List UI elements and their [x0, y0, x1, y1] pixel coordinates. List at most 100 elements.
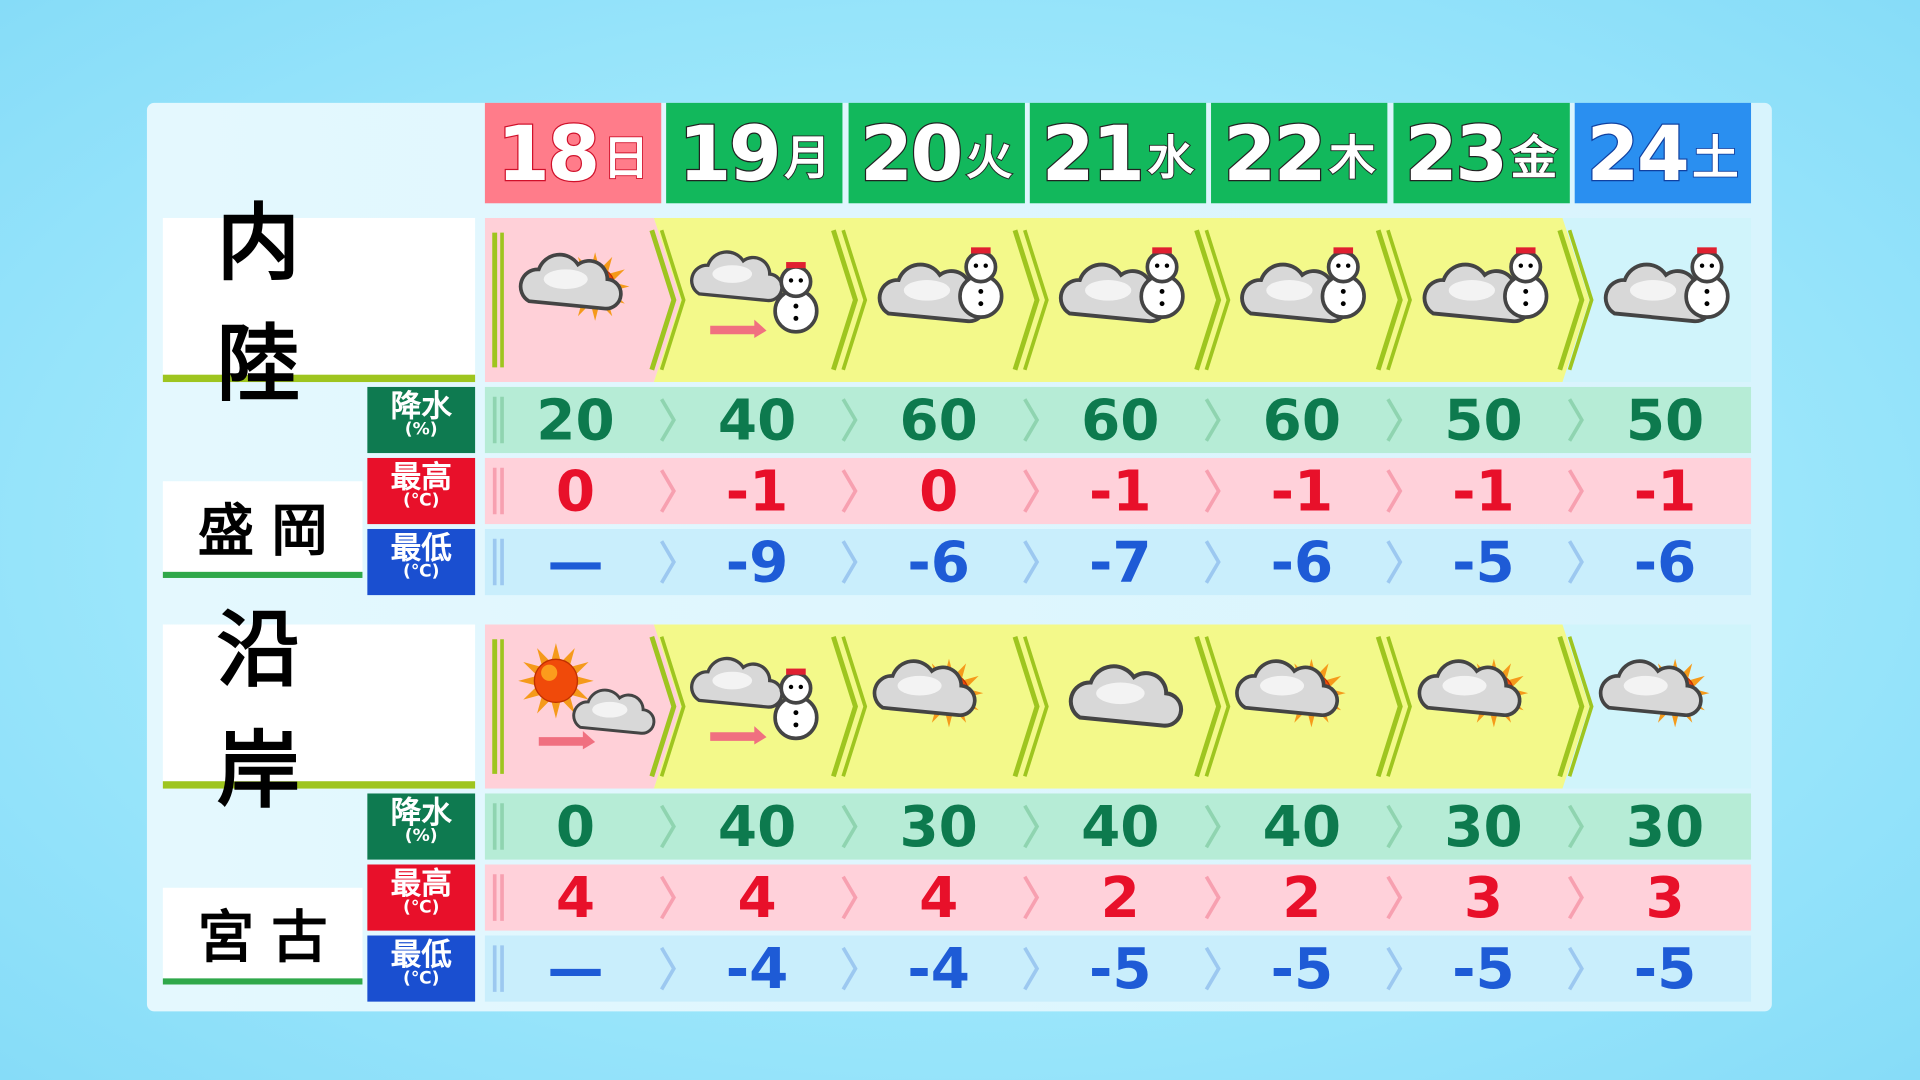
- snowman-icon: [773, 668, 819, 741]
- chevron-icon: [1386, 540, 1403, 584]
- day-header: 19 月: [666, 102, 843, 204]
- chevron-icon: [660, 540, 676, 584]
- max-value: -1: [1452, 457, 1515, 525]
- weather-icon-cloud-sun: [1598, 658, 1710, 728]
- label-text: 最低: [390, 936, 452, 973]
- cloud-icon: [872, 659, 977, 717]
- snowman-icon: [773, 262, 819, 334]
- label-min: 最低 (℃): [367, 935, 476, 1002]
- max-value: 4: [555, 864, 596, 931]
- row-separators: [492, 538, 1584, 586]
- chevron-icon: [831, 636, 868, 778]
- min-value: -6: [907, 528, 970, 596]
- chevron-icon: [1567, 804, 1584, 849]
- min-value: -5: [1088, 935, 1152, 1002]
- chevron-icon: [841, 540, 858, 584]
- cloud-icon: [1598, 659, 1703, 717]
- chevron-icon: [1557, 229, 1594, 371]
- chevron-icon: [1375, 229, 1412, 371]
- max-value: -1: [1633, 457, 1697, 525]
- min-value: -4: [725, 935, 789, 1002]
- chevron-icon: [841, 804, 858, 849]
- chevron-icon: [1204, 469, 1221, 513]
- label-max: 最高 (℃): [367, 457, 476, 525]
- chevron-icon: [649, 229, 686, 371]
- row-separators: [492, 467, 1584, 515]
- row-min: — -9 -6 -7 -6 -5 -6: [484, 528, 1752, 596]
- chevron-icon: [1023, 469, 1040, 513]
- day-number: 20: [859, 107, 965, 199]
- city-name: 宮古: [197, 903, 345, 970]
- chevron-icon: [660, 469, 676, 513]
- chevron-icon: [1204, 875, 1221, 920]
- min-value: -4: [907, 935, 970, 1002]
- weekday: 火: [965, 129, 1013, 185]
- area-name: 沿岸: [216, 602, 354, 821]
- pop-value: 40: [717, 386, 797, 454]
- chevron-icon: [1386, 946, 1403, 991]
- cloud-icon: [1235, 659, 1340, 717]
- max-value: 4: [737, 864, 777, 931]
- day-number: 24: [1585, 107, 1691, 199]
- chevron-icon: [1567, 469, 1584, 513]
- chevron-icon: [1023, 804, 1040, 849]
- pop-value: 20: [536, 386, 615, 454]
- min-value: —: [547, 528, 604, 596]
- row-max: 0 -1 0 -1 -1 -1 -1: [484, 457, 1752, 525]
- day-header: 23 金: [1392, 102, 1570, 204]
- cloud-icon: [690, 656, 784, 709]
- cloud-icon: [1417, 659, 1521, 717]
- weather-icon-cloud-snow: [1422, 247, 1548, 324]
- pop-value: 50: [1625, 386, 1705, 454]
- chevron-icon: [1194, 229, 1231, 371]
- weather-icon-cloud: [1068, 664, 1183, 728]
- cloud-icon: [1422, 262, 1532, 324]
- max-value: 2: [1100, 864, 1140, 931]
- label-pop: 降水 (%): [367, 793, 476, 860]
- min-value: -6: [1633, 528, 1697, 596]
- weekday: 水: [1146, 129, 1194, 185]
- sun-icon: [518, 643, 594, 719]
- cloud-icon: [1058, 262, 1168, 324]
- row-pop: 20 40 60 60 60 50 50: [484, 386, 1752, 454]
- min-value: —: [547, 935, 604, 1002]
- chevron-icon: [1567, 946, 1584, 991]
- snowman-icon: [1684, 247, 1730, 319]
- weekday: 金: [1510, 129, 1558, 185]
- label-unit: (%): [404, 420, 438, 440]
- chevron-icon: [1386, 398, 1403, 442]
- chevron-icon: [1567, 875, 1584, 920]
- chevron-icon: [1204, 540, 1221, 584]
- pop-value: 40: [1262, 793, 1342, 860]
- arrow-icon: [538, 731, 596, 750]
- day-number: 21: [1040, 107, 1146, 199]
- label-unit: (℃): [403, 968, 440, 989]
- pop-value: 60: [1081, 386, 1160, 454]
- pop-value: 60: [899, 386, 978, 454]
- chevron-icon: [1023, 875, 1040, 920]
- chevron-icon: [841, 398, 858, 442]
- chevron-icon: [1012, 229, 1049, 371]
- day-header: 21 水: [1029, 102, 1206, 204]
- weather-icon-cloud-sun: [518, 252, 630, 321]
- day-header: 24 土: [1574, 102, 1751, 204]
- chevron-icon: [1567, 398, 1584, 442]
- min-value: -5: [1452, 935, 1515, 1002]
- weather-icon-cloud-sun: [1235, 658, 1346, 728]
- cloud-icon: [572, 688, 656, 735]
- weather-row: [484, 624, 1752, 789]
- pop-value: 40: [717, 793, 797, 860]
- weekday: 日: [602, 129, 650, 185]
- row-pop: 0 40 30 40 40 30 30: [484, 793, 1752, 860]
- label-text: 最高: [390, 865, 452, 902]
- chevron-icon: [1386, 875, 1403, 920]
- chevron-icon: [841, 875, 858, 920]
- max-value: -1: [725, 457, 789, 525]
- min-value: -5: [1452, 528, 1515, 596]
- chevron-icon: [1204, 398, 1221, 442]
- snowman-icon: [1502, 247, 1548, 319]
- weather-icon-cloud-snow: [1240, 247, 1367, 324]
- snowman-icon: [1139, 247, 1185, 319]
- weather-icon-cloud-snow: [1058, 247, 1185, 324]
- chevron-icon: [841, 946, 858, 991]
